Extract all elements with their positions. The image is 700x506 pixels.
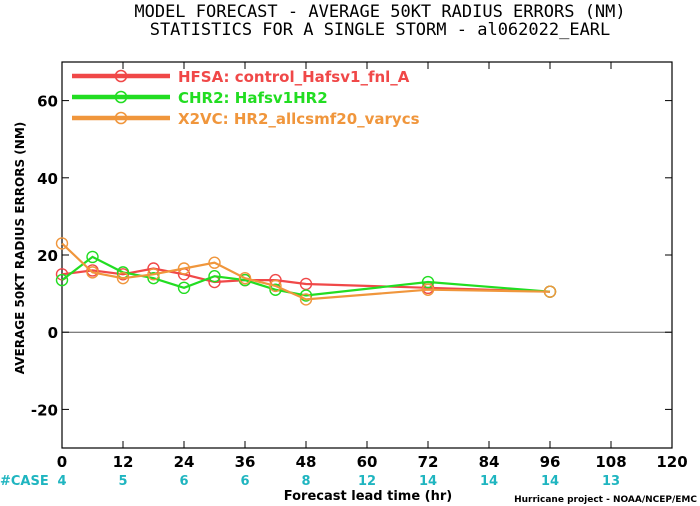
x-tick-label: 12 [113, 453, 134, 471]
legend-entry-2: CHR2: Hafsv1HR2 [72, 89, 328, 107]
y-axis: -20 0 20 40 60 [31, 93, 672, 419]
series-1 [55, 262, 557, 298]
series-line [61, 255, 551, 297]
data-point [238, 271, 252, 285]
x-axis-label: Forecast lead time (hr) [284, 489, 452, 504]
case-count: 4 [57, 474, 66, 489]
data-point [269, 283, 282, 296]
data-point [543, 285, 557, 298]
data-point [116, 271, 130, 285]
credit-text: Hurricane project - NOAA/NCEP/EMC [514, 495, 697, 505]
x-tick-label: 108 [595, 453, 626, 471]
x-tick-label: 60 [357, 453, 378, 471]
case-count: 6 [179, 474, 188, 489]
data-point [421, 275, 435, 289]
x-tick-label: 72 [418, 453, 439, 471]
y-tick-label: 40 [37, 170, 58, 188]
series-line [61, 267, 551, 293]
data-point [421, 283, 435, 296]
case-count: 12 [358, 474, 376, 489]
data-point [269, 279, 282, 293]
data-point [177, 281, 191, 295]
y-tick-label: 0 [48, 324, 58, 342]
case-count: 13 [602, 474, 620, 489]
data-point [299, 293, 313, 306]
y-tick-label: 60 [37, 93, 58, 111]
data-point [86, 250, 99, 264]
chart-title-line-1: MODEL FORECAST - AVERAGE 50KT RADIUS ERR… [134, 2, 625, 22]
x-tick-label: 36 [235, 453, 256, 471]
case-count-label: #CASE [0, 474, 49, 489]
data-point [86, 266, 99, 279]
x-tick-label: 0 [57, 453, 67, 471]
case-count: 8 [301, 474, 310, 489]
data-point [299, 289, 313, 302]
y-tick-label: 20 [37, 247, 58, 265]
x-tick-label: 48 [296, 453, 317, 471]
case-count: 5 [118, 474, 127, 489]
legend: HFSA: control_Hafsv1_fnl_A CHR2: Hafsv1HR… [72, 68, 420, 128]
legend-marker [114, 90, 128, 104]
case-count: 14 [541, 474, 559, 489]
data-point [177, 262, 191, 275]
x-tick-label: 84 [479, 453, 500, 471]
series-layer [55, 237, 557, 306]
legend-entry-3: X2VC: HR2_allcsmf20_varycs [72, 110, 420, 128]
case-count: 14 [419, 474, 437, 489]
series-3 [55, 237, 557, 306]
x-tick-label: 24 [174, 453, 195, 471]
case-count: 6 [240, 474, 249, 489]
legend-label: X2VC: HR2_allcsmf20_varycs [178, 110, 420, 128]
series-2 [55, 250, 557, 302]
data-point [208, 256, 221, 269]
x-tick-label: 96 [540, 453, 561, 471]
legend-marker [114, 111, 128, 125]
y-axis-label: AVERAGE 50KT RADIUS ERRORS (NM) [13, 122, 27, 374]
data-point [55, 237, 69, 250]
y-tick-label: -20 [31, 401, 58, 419]
data-point [147, 268, 160, 281]
legend-label: HFSA: control_Hafsv1_fnl_A [178, 68, 410, 86]
data-point [55, 273, 69, 287]
legend-label: CHR2: Hafsv1HR2 [178, 89, 328, 107]
legend-entry-1: HFSA: control_Hafsv1_fnl_A [72, 68, 410, 86]
x-axis: 0 12 24 36 48 60 72 84 96 108 120 [57, 62, 688, 471]
legend-marker [114, 69, 128, 83]
case-count: 14 [480, 474, 498, 489]
case-counts: 4 5 6 6 8 12 14 14 14 13 [57, 474, 620, 489]
series-line [61, 242, 551, 301]
chart-title-line-2: STATISTICS FOR A SINGLE STORM - al062022… [150, 20, 611, 40]
data-point [147, 271, 160, 285]
x-tick-label: 120 [656, 453, 687, 471]
data-point [208, 270, 221, 283]
